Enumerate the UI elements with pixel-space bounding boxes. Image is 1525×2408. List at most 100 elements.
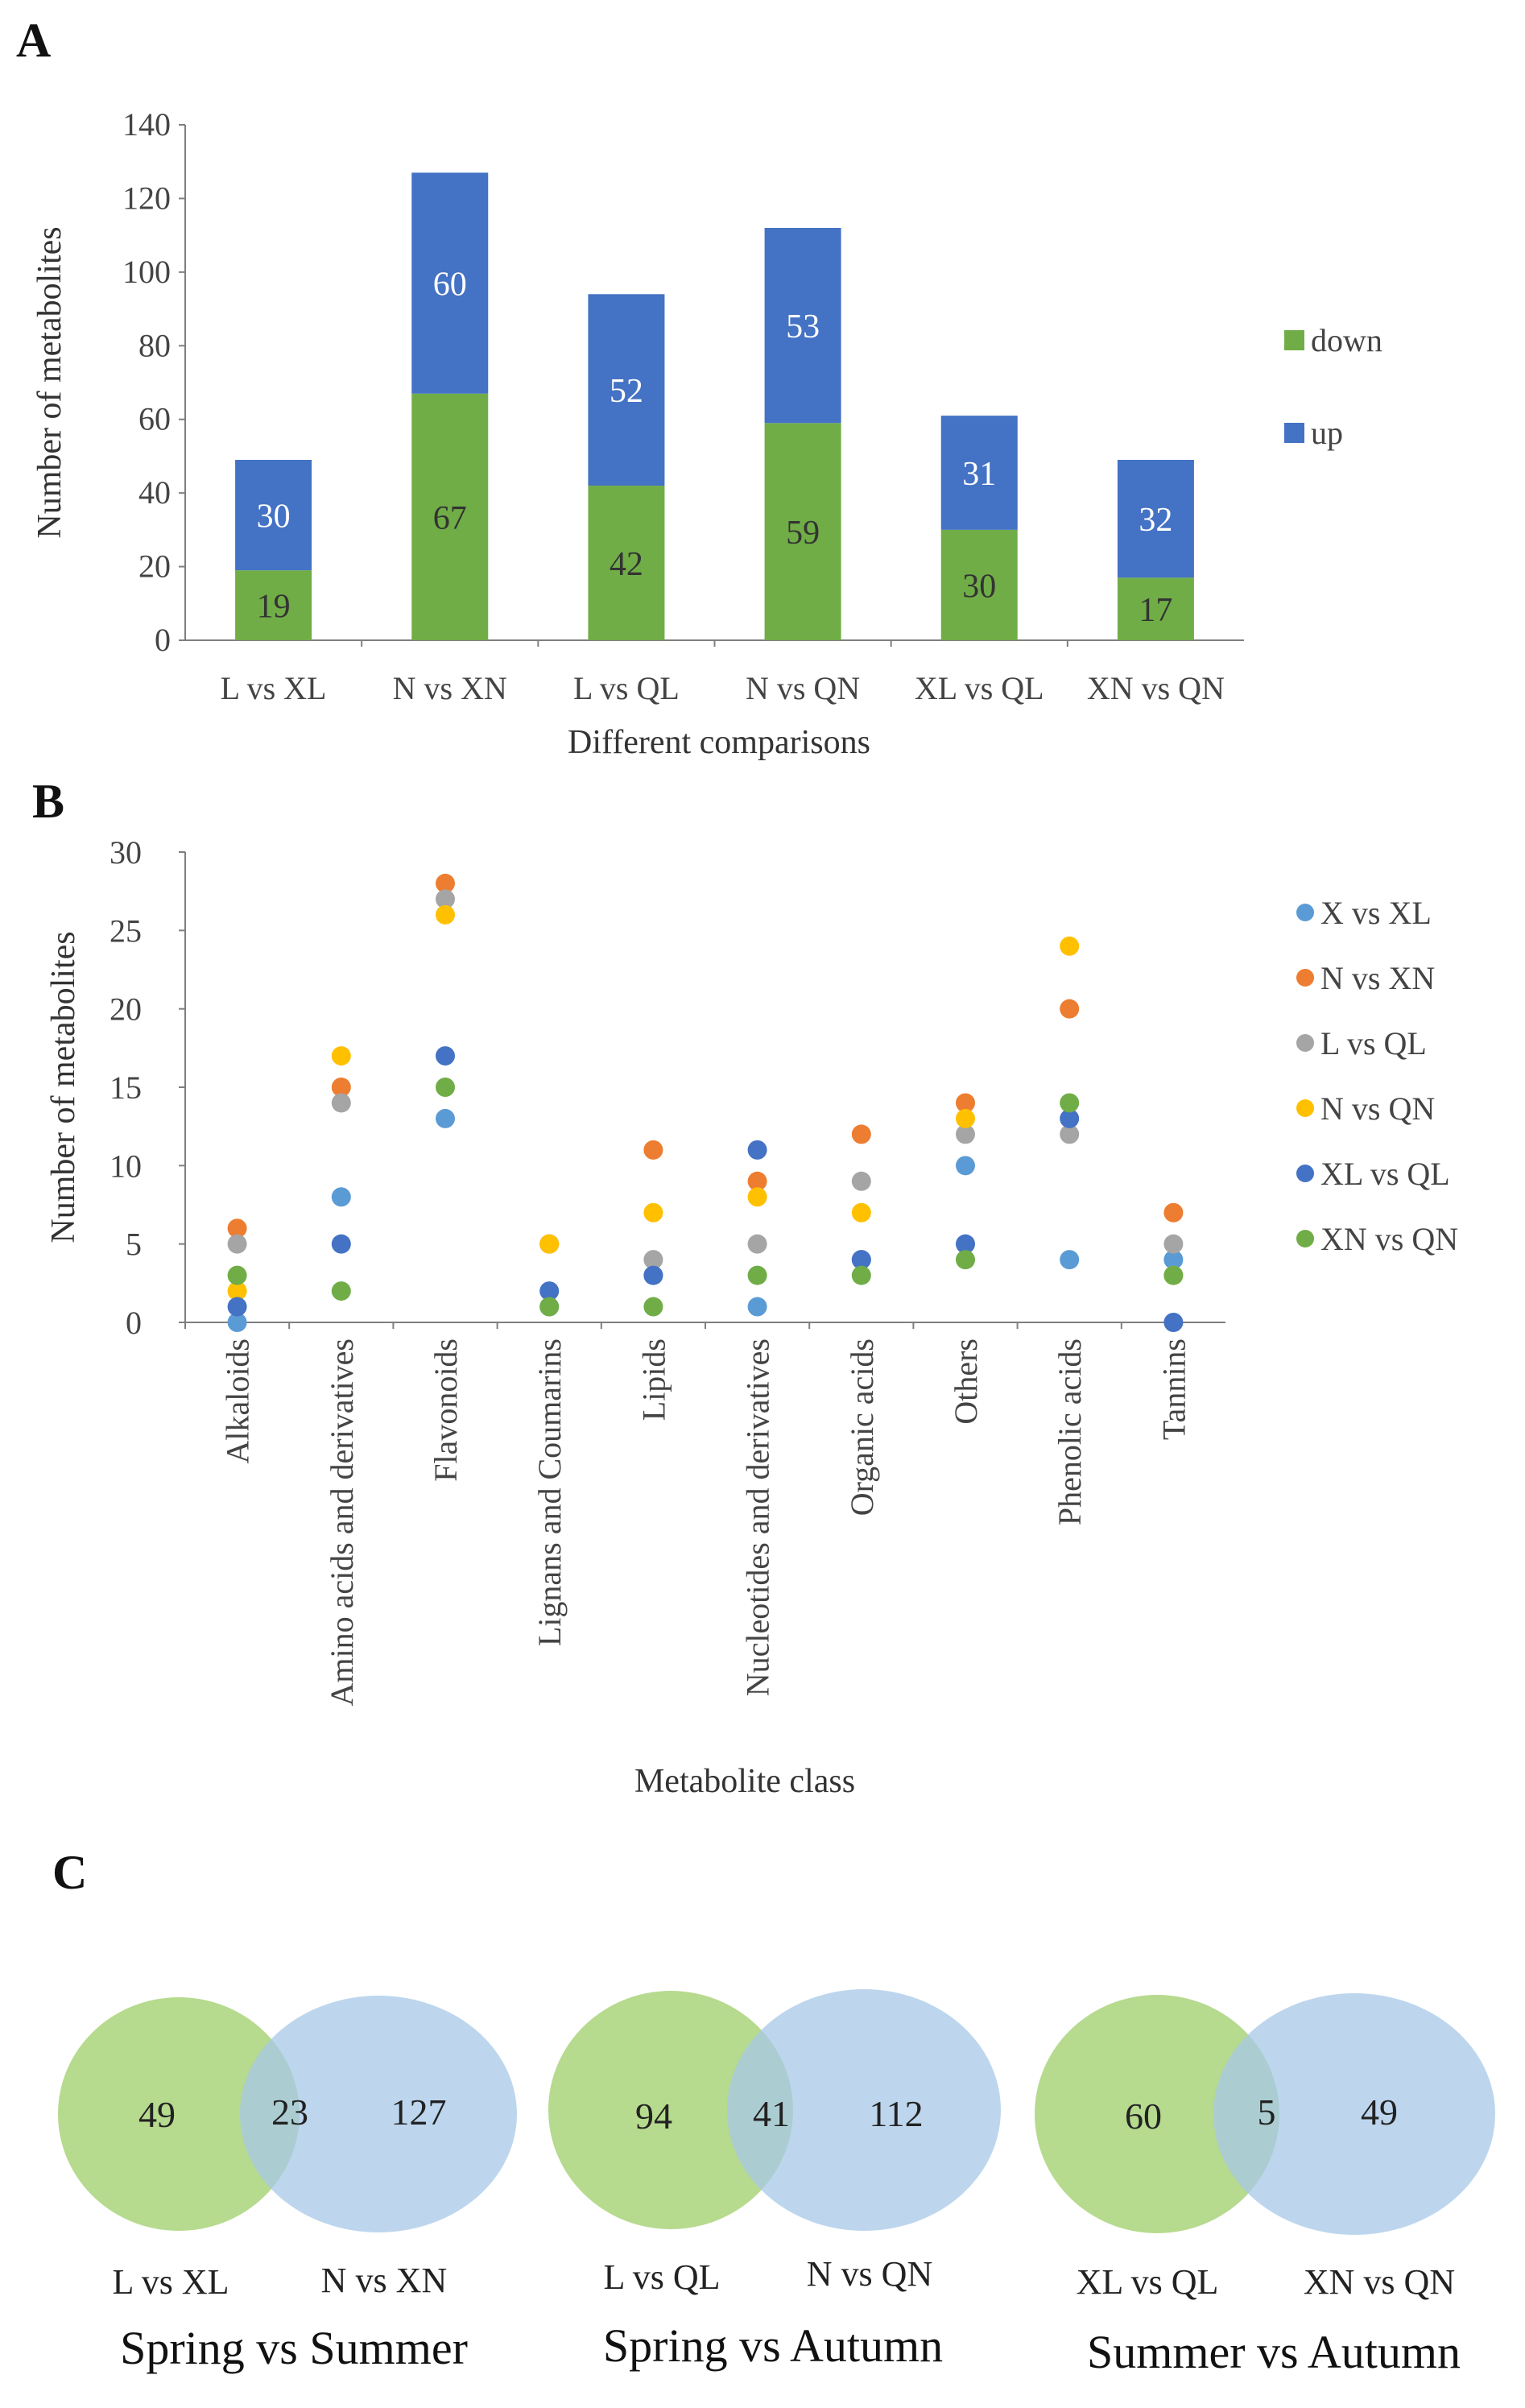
point-n-vs-xn-alkaloids [227,1218,247,1239]
point-xn-vs-qn-lipids [643,1297,663,1317]
point-x-vs-xl-phenolic-acids [1060,1250,1080,1270]
bar-up-xl-vs-ql [940,416,1018,530]
data-label-down-xn-vs-qn: 17 [1139,592,1172,629]
x-tick-label: Amino acids and derivatives [324,1338,360,1707]
point-n-vs-qn-amino-acids-and-derivatives [331,1046,351,1066]
venn-title: Spring vs Summer [120,2322,468,2374]
point-xl-vs-ql-nucleotides-and-derivatives [747,1140,767,1160]
y-tick-label: 0 [126,1305,142,1341]
point-n-vs-xn-nucleotides-and-derivatives [747,1171,767,1191]
panel-b-letter: B [32,775,64,828]
venn-spring-vs-summer: 49 23 127 L vs XL N vs XN Spring vs Summ… [58,1996,517,2374]
x-tick-label: Alkaloids [220,1338,256,1464]
bar-down-xl-vs-ql [940,529,1018,640]
point-l-vs-ql-tannins [1163,1234,1184,1254]
legend-label-x-vs-xl: X vs XL [1320,895,1432,931]
y-tick-label: 20 [110,991,142,1028]
point-x-vs-xl-tannins [1163,1250,1184,1270]
point-xn-vs-qn-amino-acids-and-derivatives [331,1281,351,1301]
venn-left-count: 94 [635,2096,672,2137]
point-l-vs-ql-others [956,1124,975,1144]
x-tick-label: Organic acids [844,1338,880,1516]
data-label-down-l-vs-ql: 42 [610,546,643,583]
x-tick-labels: L vs XL N vs XN L vs QL N vs QN XL vs QL XN v… [221,640,1225,706]
legend-label-xn-vs-qn: XN vs QN [1320,1221,1458,1257]
venn-circle-right [240,1996,517,2232]
bar-down-n-vs-qn [764,423,841,640]
point-l-vs-ql-lipids [643,1250,663,1270]
bar-up-l-vs-ql [588,294,665,486]
point-x-vs-xl-flavonoids [436,1108,455,1128]
point-n-vs-xn-phenolic-acids [1060,999,1080,1019]
y-tick-label: 140 [122,106,171,143]
x-tick-label: XL vs QL [915,670,1044,706]
venn-circle-left [1035,1995,1279,2233]
venn-overlap-count: 23 [271,2091,308,2133]
point-n-vs-qn-lignans-and-coumarins [539,1234,560,1254]
data-label-down-n-vs-xn: 67 [433,500,467,537]
y-tick-label: 40 [138,474,171,511]
legend-marker-xl-vs-ql [1296,1165,1314,1182]
venn-left-label: L vs XL [112,2262,229,2302]
venn-overlap-count: 5 [1258,2091,1276,2133]
data-label-up-xn-vs-qn: 32 [1139,502,1172,539]
legend-label-n-vs-qn: N vs QN [1320,1090,1435,1127]
point-n-vs-qn-phenolic-acids [1060,936,1080,956]
data-label-up-n-vs-xn: 60 [433,267,467,304]
y-tick-label: 120 [122,180,171,216]
legend-label-n-vs-xn: N vs XN [1320,960,1435,996]
point-l-vs-ql-alkaloids [227,1234,247,1254]
point-n-vs-xn-tannins [1163,1202,1184,1223]
x-tick-label: L vs XL [221,670,327,706]
point-l-vs-ql-nucleotides-and-derivatives [747,1234,767,1254]
venn-overlap-count: 41 [753,2093,790,2134]
legend-marker-l-vs-ql [1296,1034,1314,1052]
point-xl-vs-ql-lipids [643,1265,663,1285]
venn-left-count: 49 [138,2094,176,2135]
y-tick-label: 80 [138,327,171,363]
point-xn-vs-qn-tannins [1163,1265,1184,1285]
point-xn-vs-qn-nucleotides-and-derivatives [747,1265,767,1285]
x-axis-title: Metabolite class [634,1763,855,1800]
legend-marker-n-vs-xn [1296,969,1314,987]
legend: X vs XL N vs XN L vs QL N vs QN XL vs QL XN v… [1296,895,1458,1257]
legend-label-up: up [1311,415,1343,451]
point-xl-vs-ql-alkaloids [227,1297,247,1317]
bar-up-xn-vs-qn [1117,460,1194,578]
y-tick-label: 10 [110,1148,142,1184]
panel-a-letter: A [16,14,51,67]
legend: down up [1284,322,1382,451]
data-label-up-xl-vs-ql: 31 [962,456,996,493]
point-xl-vs-ql-lignans-and-coumarins [539,1281,560,1301]
x-tick-label: L vs QL [573,670,680,706]
point-x-vs-xl-others [956,1156,975,1176]
venn-right-count: 127 [391,2091,447,2133]
point-xn-vs-qn-organic-acids [851,1265,871,1285]
y-tick-label: 0 [155,622,171,658]
venn-left-label: XL vs QL [1077,2262,1219,2302]
venn-spring-vs-autumn: 94 41 112 L vs QL N vs QN Spring vs Autu… [548,1989,1001,2372]
venn-right-label: N vs XN [321,2261,447,2300]
venn-title: Summer vs Autumn [1087,2326,1461,2378]
y-tick-label: 25 [110,912,142,949]
venn-right-count: 49 [1361,2091,1398,2133]
x-tick-label: Lignans and Coumarins [531,1338,568,1646]
venn-circle-left [548,1991,793,2229]
legend-label-l-vs-ql: L vs QL [1320,1025,1427,1061]
point-l-vs-ql-flavonoids [436,889,455,909]
point-xn-vs-qn-flavonoids [436,1078,455,1097]
venn-summer-vs-autumn: 60 5 49 XL vs QL XN vs QN Summer vs Autu… [1035,1993,1495,2378]
point-n-vs-xn-organic-acids [851,1124,871,1144]
y-tick-labels: 0 5 10 15 20 25 30 [110,834,185,1341]
venn-circle-right [727,1989,1001,2231]
point-n-vs-qn-others [956,1108,975,1128]
data-label-down-xl-vs-ql: 30 [962,568,996,605]
legend-marker-n-vs-qn [1296,1099,1314,1117]
point-xn-vs-qn-others [956,1250,975,1270]
point-l-vs-ql-phenolic-acids [1060,1124,1080,1144]
x-tick-label: Lipids [635,1338,672,1421]
point-xl-vs-ql-tannins [1163,1313,1184,1332]
legend-swatch-down [1284,330,1304,350]
panel-c-letter: C [52,1846,87,1899]
point-x-vs-xl-amino-acids-and-derivatives [331,1187,351,1207]
